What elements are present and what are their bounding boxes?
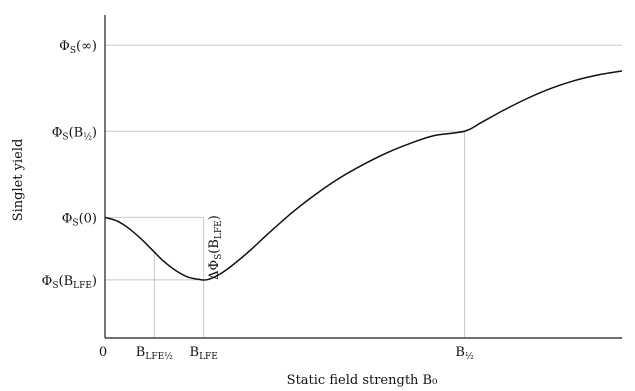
y-tick-label-0: ΦS(∞) <box>59 39 97 56</box>
tick-labels: ΦS(∞) ΦS(B½) ΦS(0) ΦS(BLFE) 0 BLFE½ BLFE B½ <box>42 39 474 362</box>
y-axis-title: Singlet yield <box>11 139 26 222</box>
x-tick-label-3: B½ <box>455 345 474 362</box>
annotations: ΔΦS(BLFE) <box>207 215 224 280</box>
x-tick-label-1: BLFE½ <box>136 345 173 362</box>
singlet-yield-curve <box>104 70 623 281</box>
y-tick-label-2: ΦS(0) <box>62 211 97 228</box>
x-tick-label-0: 0 <box>99 345 107 360</box>
guide-lines <box>105 44 622 338</box>
annotation-delta-0: ΔΦS(BLFE) <box>207 215 224 280</box>
curve-layer <box>104 70 623 281</box>
y-tick-label-3: ΦS(BLFE) <box>42 274 97 291</box>
x-tick-label-2: BLFE <box>190 345 218 362</box>
x-axis-title: Static field strength B₀ <box>287 373 438 388</box>
axes <box>104 15 622 339</box>
y-tick-label-1: ΦS(B½) <box>52 125 97 142</box>
